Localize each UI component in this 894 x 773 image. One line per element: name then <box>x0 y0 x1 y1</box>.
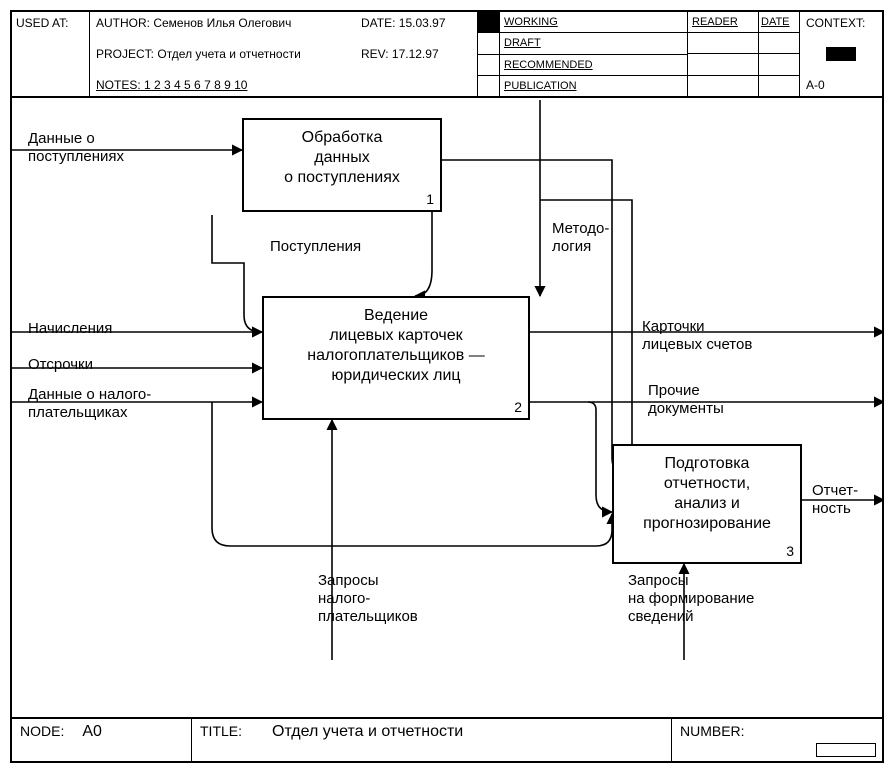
arrow-label-karto: Карточки лицевых счетов <box>642 318 752 354</box>
arrow-label-zapros_form: Запросы на формирование сведений <box>628 572 754 626</box>
date-value: 15.03.97 <box>399 16 446 30</box>
arrow-1 <box>212 215 262 332</box>
arrow-label-in_data_post: Данные о поступлениях <box>28 130 124 166</box>
footer-node-cell: NODE: A0 <box>12 719 192 761</box>
activity-title: Ведение лицевых карточек налогоплательщи… <box>270 306 522 386</box>
node-value: A0 <box>82 723 102 741</box>
rev-value: 17.12.97 <box>392 47 439 61</box>
status-cell: WORKING DRAFT RECOMMENDED PUBLICATION <box>478 12 688 96</box>
arrow-label-dannye_np: Данные о налого- плательщиках <box>28 386 151 422</box>
status-mark-publication <box>478 76 500 96</box>
idef0-frame: USED AT: AUTHOR: Семенов Илья Олегович D… <box>10 10 884 763</box>
status-draft: DRAFT <box>500 33 687 53</box>
status-recommended: RECOMMENDED <box>500 55 687 75</box>
notes-value: 1 2 3 4 5 6 7 8 9 10 <box>144 78 247 92</box>
activity-title: Подгoтовка отчетности, анализ и прогнози… <box>620 454 794 534</box>
status-mark-recommended <box>478 55 500 75</box>
author-value: Семенов Илья Олегович <box>153 16 291 30</box>
number-small-box <box>816 743 876 757</box>
title-value: Отдел учета и отчетности <box>272 723 463 741</box>
notes-label: NOTES: <box>96 78 141 92</box>
status-working: WORKING <box>500 12 687 32</box>
used-at-cell: USED AT: <box>12 12 90 96</box>
node-label: NODE: <box>20 723 64 739</box>
meta-cell: AUTHOR: Семенов Илья Олегович DATE: 15.0… <box>90 12 478 96</box>
arrow-label-postup: Поступления <box>270 238 361 256</box>
arrow-label-zapros_np: Запросы налого- плательщиков <box>318 572 418 626</box>
diagram-canvas: Обработка данных о поступлениях 1 Ведение … <box>12 100 882 717</box>
used-at-label: USED AT: <box>16 16 68 30</box>
context-node: A-0 <box>806 78 876 92</box>
project-value: Отдел учета и отчетности <box>157 47 300 61</box>
date-label: DATE: <box>361 16 395 30</box>
arrow-label-otchet: Отчет- ность <box>812 482 858 518</box>
activity-box-2: Ведение лицевых карточек налогоплательщи… <box>262 296 530 420</box>
status-publication: PUBLICATION <box>500 76 687 96</box>
arrow-label-prochie: Прочие документы <box>648 382 724 418</box>
reader-cell: READER DATE <box>688 12 800 96</box>
activity-number: 2 <box>514 399 522 417</box>
activity-number: 1 <box>426 191 434 209</box>
status-mark-draft <box>478 33 500 53</box>
arrow-label-otsroch: Отсрочки <box>28 356 93 374</box>
header: USED AT: AUTHOR: Семенов Илья Олегович D… <box>12 12 882 98</box>
activity-box-1: Обработка данных о поступлениях 1 <box>242 118 442 212</box>
arrow-label-method: Методо- логия <box>552 220 609 256</box>
reader-label: READER <box>688 12 759 32</box>
activity-number: 3 <box>786 543 794 561</box>
context-cell: CONTEXT: A-0 <box>800 12 882 96</box>
author-label: AUTHOR: <box>96 16 150 30</box>
title-label: TITLE: <box>200 723 242 739</box>
context-box-icon <box>826 47 856 61</box>
reader-date-label: DATE <box>759 12 799 32</box>
number-label: NUMBER: <box>680 723 745 739</box>
arrow-3 <box>415 212 432 296</box>
footer-number-cell: NUMBER: <box>672 719 882 761</box>
arrow-12 <box>588 402 612 512</box>
footer-title-cell: TITLE: Отдел учета и отчетности <box>192 719 672 761</box>
arrow-9 <box>212 402 612 546</box>
arrow-label-nachis: Начисления <box>28 320 112 338</box>
project-label: PROJECT: <box>96 47 154 61</box>
context-label: CONTEXT: <box>806 16 876 30</box>
status-mark-working <box>478 12 500 32</box>
footer: NODE: A0 TITLE: Отдел учета и отчетности… <box>12 717 882 761</box>
activity-box-3: Подгoтовка отчетности, анализ и прогнози… <box>612 444 802 564</box>
activity-title: Обработка данных о поступлениях <box>250 128 434 188</box>
rev-label: REV: <box>361 47 389 61</box>
